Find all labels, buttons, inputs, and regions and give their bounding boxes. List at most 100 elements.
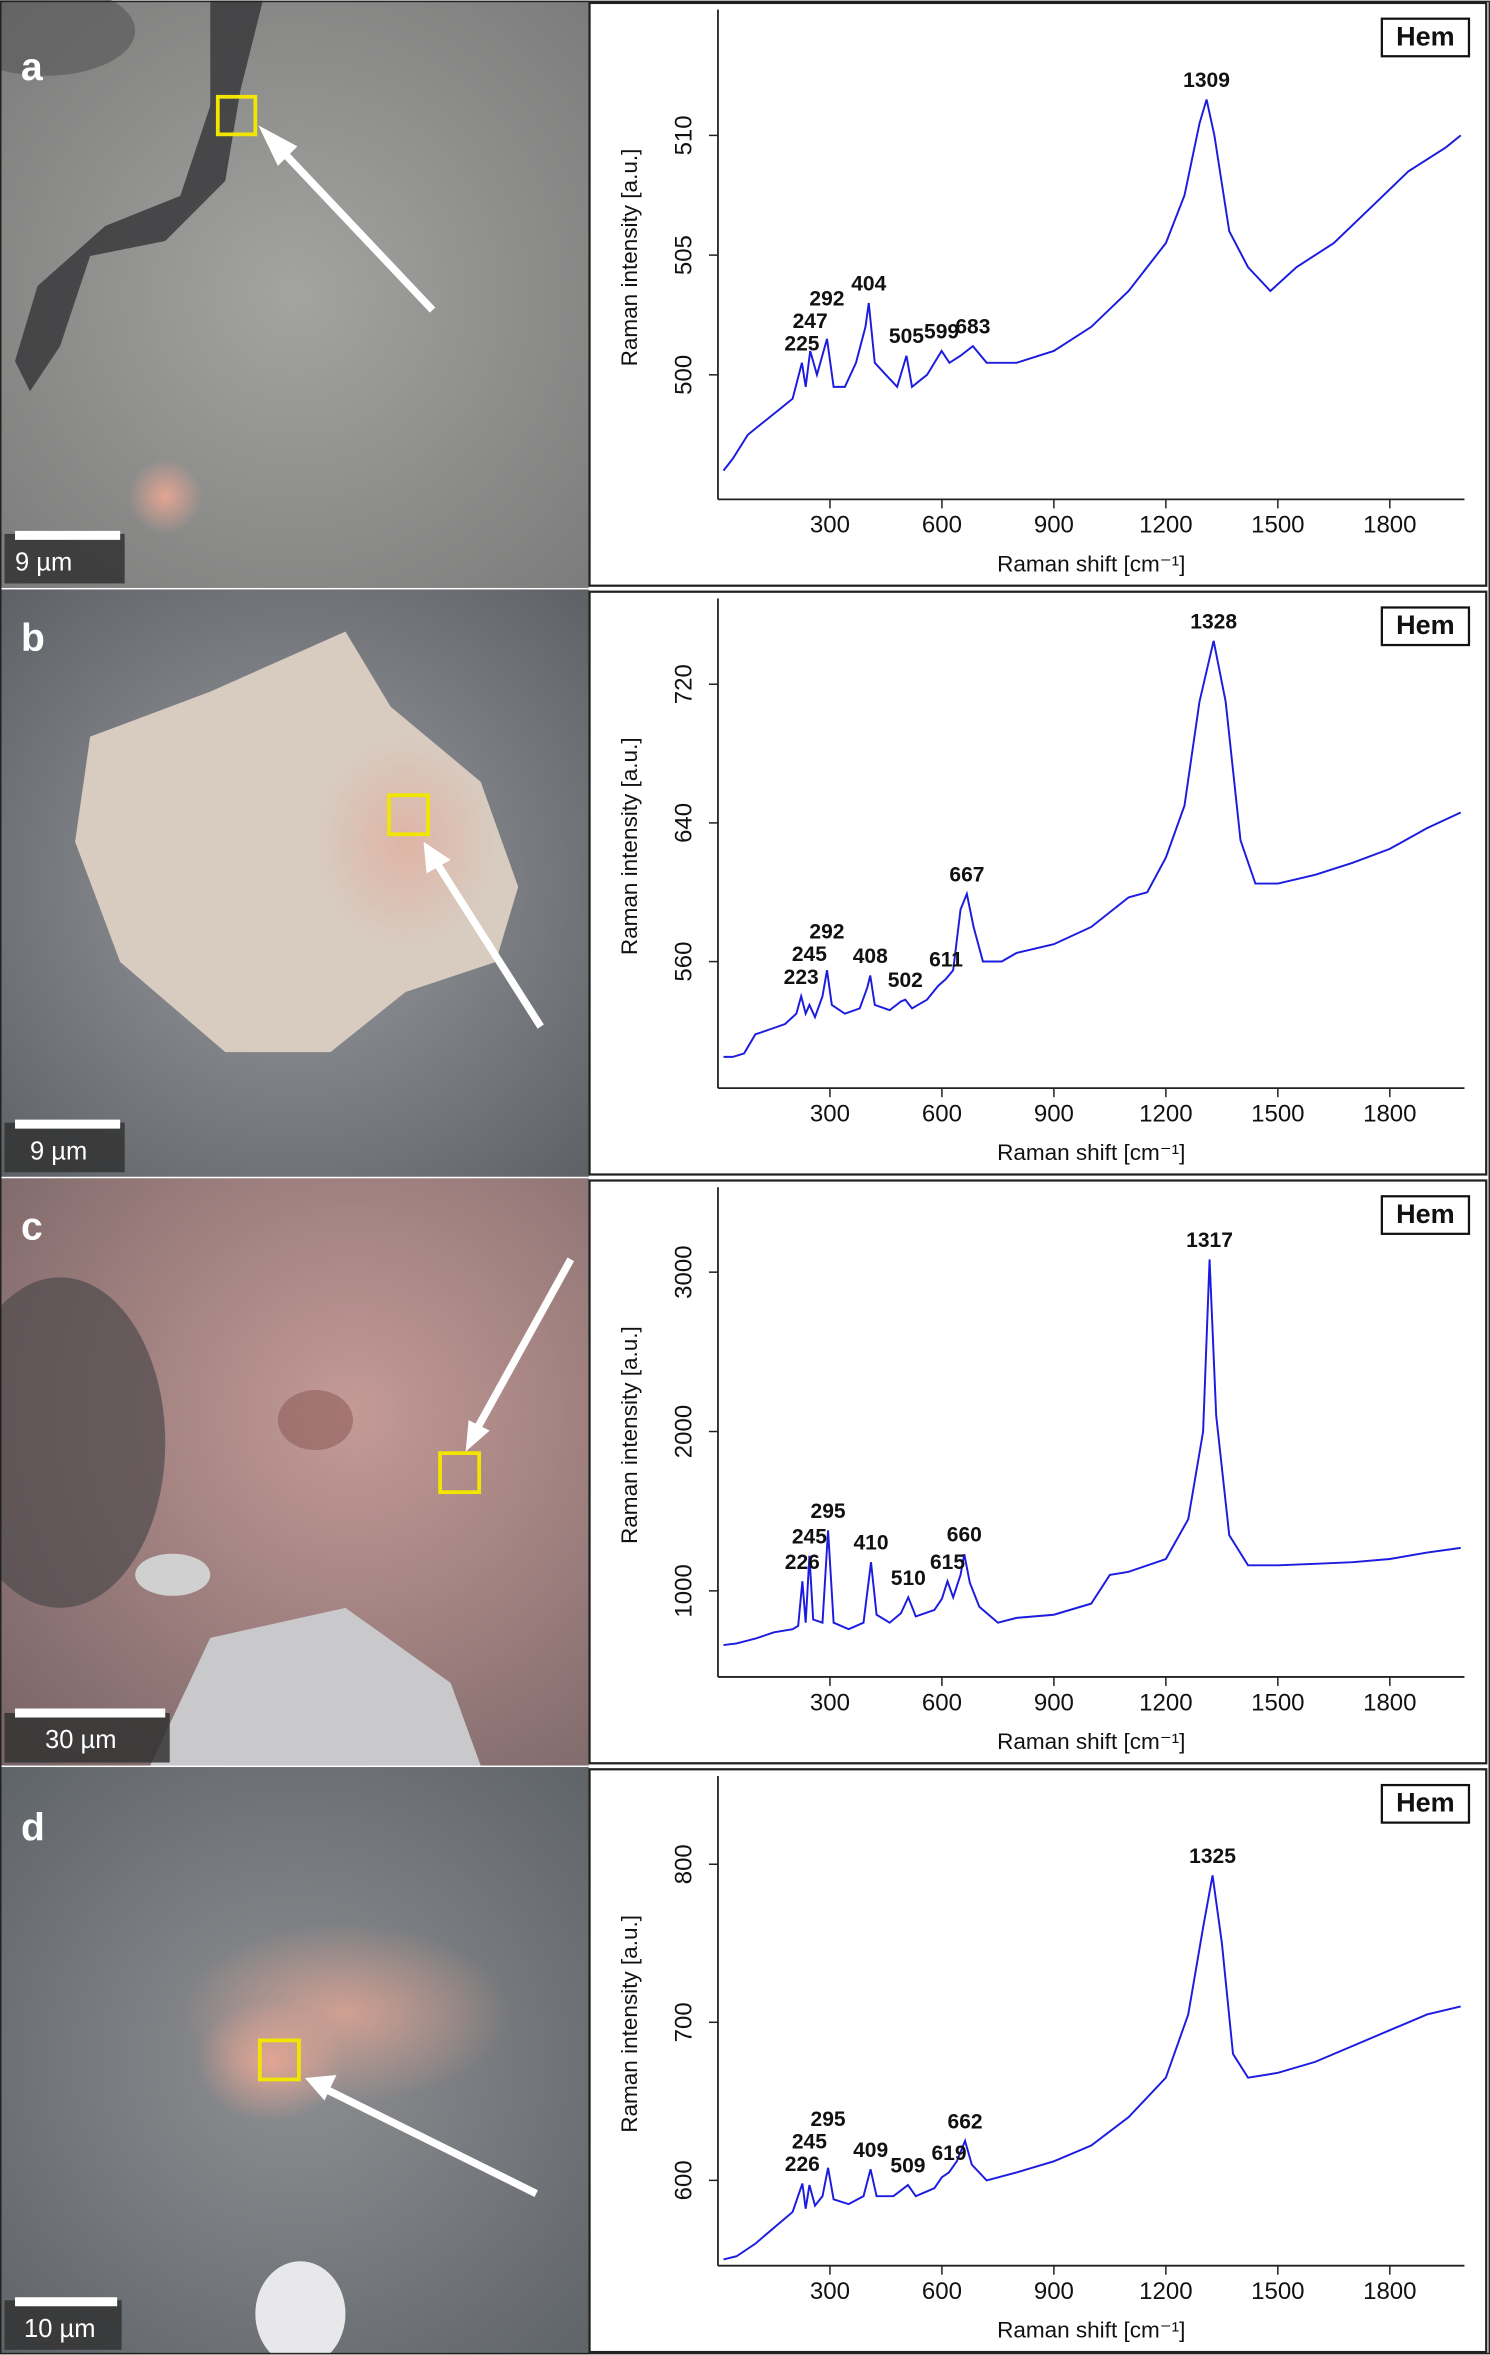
y-tick-label: 640 (670, 803, 697, 843)
peak-label: 404 (851, 273, 886, 296)
peak-label: 611 (929, 948, 963, 971)
x-tick-label: 1500 (1251, 2278, 1304, 2305)
micrograph: a 9 µm (0, 0, 589, 588)
badge-box (1380, 1195, 1471, 1235)
badge-box (1380, 17, 1471, 58)
peak-label: 223 (784, 966, 819, 989)
peak-label: 505 (889, 325, 924, 348)
peak-label: 1309 (1183, 69, 1230, 92)
chart-frame (588, 590, 1488, 1176)
x-tick-label: 900 (1034, 2278, 1074, 2305)
x-tick-label: 600 (922, 512, 962, 539)
x-tick-label: 600 (922, 1689, 962, 1716)
badge-box (1380, 606, 1471, 647)
peak-label: 667 (949, 863, 984, 886)
panel-letter: b (21, 617, 45, 660)
y-axis-label: Raman intensity [a.u.] (617, 149, 642, 367)
peak-label: 1317 (1186, 1229, 1233, 1252)
scale-bar-label: 9 µm (15, 549, 72, 577)
y-tick-label: 560 (670, 942, 697, 982)
y-axis-label: Raman intensity [a.u.] (617, 1915, 642, 2133)
panel-letter: a (21, 46, 43, 89)
peak-label: 662 (948, 2110, 983, 2133)
peak-label: 295 (811, 2108, 846, 2131)
x-axis-label: Raman shift [cm⁻¹] (997, 1140, 1185, 1165)
badge: Hem (1396, 1788, 1455, 1818)
spectrum (722, 99, 1462, 472)
y-tick-label: 500 (670, 355, 697, 395)
peak-label: 408 (853, 945, 888, 968)
panel-letter: c (21, 1206, 43, 1249)
x-tick-label: 1200 (1139, 2278, 1192, 2305)
x-axis-label: Raman shift [cm⁻¹] (997, 551, 1185, 576)
peak-label: 226 (785, 1551, 820, 1574)
peak-label: 683 (955, 316, 990, 339)
peak-label: 502 (888, 969, 923, 992)
micrograph: c 30 µm (0, 1178, 589, 1766)
x-tick-label: 600 (922, 1101, 962, 1128)
peak-label: 1328 (1190, 610, 1237, 633)
panel-letter: d (21, 1806, 45, 1849)
y-tick-label: 3000 (670, 1245, 697, 1298)
y-tick-label: 800 (670, 1844, 697, 1884)
peak-label: 247 (793, 310, 828, 333)
peak-label: 245 (792, 943, 827, 966)
peak-label: 660 (947, 1524, 982, 1547)
scale-bar-label: 30 µm (45, 1726, 116, 1754)
spectrum (723, 1875, 1461, 2261)
chart-frame (588, 1768, 1488, 2354)
y-tick-label: 2000 (670, 1405, 697, 1458)
scale-bar-label: 10 µm (24, 2315, 95, 2343)
y-tick-label: 510 (670, 115, 697, 155)
y-tick-label: 700 (670, 2002, 697, 2042)
x-tick-label: 1500 (1251, 1101, 1304, 1128)
x-tick-label: 600 (922, 2278, 962, 2305)
x-axis-label: Raman shift [cm⁻¹] (997, 1729, 1185, 1754)
badge-box (1380, 1783, 1471, 1824)
spectrum (723, 640, 1462, 1058)
x-tick-label: 1200 (1139, 1689, 1192, 1716)
peak-label: 1325 (1189, 1845, 1236, 1868)
peak-label: 245 (792, 2131, 827, 2154)
micrograph: b 9 µm (0, 589, 589, 1177)
x-tick-label: 300 (810, 2278, 850, 2305)
x-tick-label: 900 (1034, 1689, 1074, 1716)
peak-label: 619 (931, 2142, 966, 2165)
scale-bar-label: 9 µm (30, 1137, 87, 1165)
peak-label: 615 (930, 1551, 965, 1574)
peak-label: 292 (809, 287, 844, 310)
peak-label: 295 (811, 1500, 846, 1523)
x-tick-label: 1800 (1363, 512, 1416, 539)
x-tick-label: 1200 (1139, 512, 1192, 539)
peak-label: 510 (891, 1567, 926, 1590)
x-tick-label: 1200 (1139, 1101, 1192, 1128)
x-tick-label: 300 (810, 1689, 850, 1716)
x-tick-label: 1800 (1363, 2278, 1416, 2305)
micrograph: d 10 µm (0, 1767, 589, 2355)
x-tick-label: 900 (1034, 1101, 1074, 1128)
chart-frame (588, 1, 1488, 587)
peak-label: 292 (809, 921, 844, 944)
peak-label: 509 (890, 2155, 925, 2178)
peak-label: 410 (853, 1532, 888, 1555)
x-tick-label: 1800 (1363, 1101, 1416, 1128)
y-axis-label: Raman intensity [a.u.] (617, 1326, 642, 1544)
x-tick-label: 1800 (1363, 1689, 1416, 1716)
badge: Hem (1396, 610, 1455, 640)
y-axis-label: Raman intensity [a.u.] (617, 737, 642, 955)
spectrum (723, 1259, 1461, 1647)
badge: Hem (1396, 21, 1455, 51)
y-tick-label: 720 (670, 664, 697, 704)
peak-label: 226 (785, 2153, 820, 2176)
y-tick-label: 1000 (670, 1564, 697, 1617)
peak-label: 245 (792, 1525, 827, 1548)
x-tick-label: 900 (1034, 512, 1074, 539)
y-tick-label: 600 (670, 2160, 697, 2200)
x-tick-label: 300 (810, 1101, 850, 1128)
x-axis-label: Raman shift [cm⁻¹] (997, 2318, 1185, 2343)
peak-label: 225 (784, 332, 819, 355)
peak-label: 409 (853, 2139, 888, 2162)
x-tick-label: 1500 (1251, 512, 1304, 539)
